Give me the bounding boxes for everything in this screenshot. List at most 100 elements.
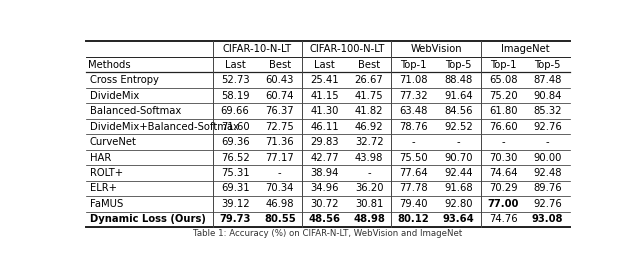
Text: 70.30: 70.30 — [489, 152, 517, 162]
Text: 93.08: 93.08 — [532, 214, 563, 224]
Text: 70.34: 70.34 — [266, 184, 294, 193]
Text: -: - — [412, 137, 415, 147]
Text: 29.83: 29.83 — [310, 137, 339, 147]
Text: 75.31: 75.31 — [221, 168, 250, 178]
Text: 92.44: 92.44 — [444, 168, 473, 178]
Text: 42.77: 42.77 — [310, 152, 339, 162]
Text: 77.78: 77.78 — [399, 184, 428, 193]
Text: Last: Last — [314, 60, 335, 70]
Text: 36.20: 36.20 — [355, 184, 383, 193]
Text: Top-1: Top-1 — [401, 60, 427, 70]
Text: 80.55: 80.55 — [264, 214, 296, 224]
Text: 39.12: 39.12 — [221, 199, 250, 209]
Text: 89.76: 89.76 — [533, 184, 562, 193]
Text: ImageNet: ImageNet — [501, 44, 550, 54]
Text: WebVision: WebVision — [410, 44, 462, 54]
Text: 90.70: 90.70 — [444, 152, 473, 162]
Text: 92.76: 92.76 — [533, 199, 562, 209]
Text: -: - — [546, 137, 550, 147]
Text: 52.73: 52.73 — [221, 75, 250, 85]
Text: 77.64: 77.64 — [399, 168, 428, 178]
Text: 46.11: 46.11 — [310, 122, 339, 132]
Text: 63.48: 63.48 — [399, 106, 428, 116]
Text: Top-5: Top-5 — [534, 60, 561, 70]
Text: Cross Entropy: Cross Entropy — [90, 75, 159, 85]
Text: 32.72: 32.72 — [355, 137, 383, 147]
Text: 92.80: 92.80 — [444, 199, 473, 209]
Text: 41.75: 41.75 — [355, 91, 383, 100]
Text: -: - — [278, 168, 282, 178]
Text: 25.41: 25.41 — [310, 75, 339, 85]
Text: 84.56: 84.56 — [444, 106, 473, 116]
Text: 74.64: 74.64 — [489, 168, 517, 178]
Text: -: - — [456, 137, 460, 147]
Text: CurveNet: CurveNet — [90, 137, 137, 147]
Text: ROLT+: ROLT+ — [90, 168, 123, 178]
Text: 78.76: 78.76 — [399, 122, 428, 132]
Text: 79.73: 79.73 — [220, 214, 251, 224]
Text: 85.32: 85.32 — [534, 106, 562, 116]
Text: 41.30: 41.30 — [310, 106, 339, 116]
Text: 74.76: 74.76 — [489, 214, 517, 224]
Text: Dynamic Loss (Ours): Dynamic Loss (Ours) — [90, 214, 206, 224]
Text: 90.00: 90.00 — [534, 152, 562, 162]
Text: 72.75: 72.75 — [266, 122, 294, 132]
Text: 92.52: 92.52 — [444, 122, 473, 132]
Text: 46.98: 46.98 — [266, 199, 294, 209]
Text: 91.64: 91.64 — [444, 91, 473, 100]
Text: 60.43: 60.43 — [266, 75, 294, 85]
Text: 93.64: 93.64 — [442, 214, 474, 224]
Text: 65.08: 65.08 — [489, 75, 517, 85]
Text: 43.98: 43.98 — [355, 152, 383, 162]
Text: 75.50: 75.50 — [399, 152, 428, 162]
Text: Best: Best — [269, 60, 291, 70]
Text: Top-5: Top-5 — [445, 60, 472, 70]
Text: 71.60: 71.60 — [221, 122, 250, 132]
Text: 61.80: 61.80 — [489, 106, 517, 116]
Text: 75.20: 75.20 — [489, 91, 517, 100]
Text: -: - — [367, 168, 371, 178]
Text: Last: Last — [225, 60, 246, 70]
Text: 69.36: 69.36 — [221, 137, 250, 147]
Text: DivideMix+Balanced-Softmax: DivideMix+Balanced-Softmax — [90, 122, 239, 132]
Text: 70.29: 70.29 — [489, 184, 517, 193]
Text: 58.19: 58.19 — [221, 91, 250, 100]
Text: Table 1: Accuracy (%) on CIFAR-N-LT, WebVision and ImageNet: Table 1: Accuracy (%) on CIFAR-N-LT, Web… — [193, 229, 463, 238]
Text: 26.67: 26.67 — [355, 75, 383, 85]
Text: 87.48: 87.48 — [534, 75, 562, 85]
Text: 76.60: 76.60 — [489, 122, 517, 132]
Text: CIFAR-100-N-LT: CIFAR-100-N-LT — [309, 44, 385, 54]
Text: 77.17: 77.17 — [266, 152, 294, 162]
Text: ELR+: ELR+ — [90, 184, 117, 193]
Text: 77.00: 77.00 — [488, 199, 519, 209]
Text: HAR: HAR — [90, 152, 111, 162]
Text: Top-1: Top-1 — [490, 60, 516, 70]
Text: 79.40: 79.40 — [399, 199, 428, 209]
Text: 48.56: 48.56 — [308, 214, 340, 224]
Text: 76.52: 76.52 — [221, 152, 250, 162]
Text: Best: Best — [358, 60, 380, 70]
Text: 34.96: 34.96 — [310, 184, 339, 193]
Text: 77.32: 77.32 — [399, 91, 428, 100]
Text: Balanced-Softmax: Balanced-Softmax — [90, 106, 181, 116]
Text: 92.48: 92.48 — [534, 168, 562, 178]
Text: 88.48: 88.48 — [444, 75, 472, 85]
Text: 60.74: 60.74 — [266, 91, 294, 100]
Text: FaMUS: FaMUS — [90, 199, 123, 209]
Text: 46.92: 46.92 — [355, 122, 383, 132]
Text: DivideMix: DivideMix — [90, 91, 139, 100]
Text: Methods: Methods — [88, 60, 131, 70]
Text: 30.81: 30.81 — [355, 199, 383, 209]
Text: 48.98: 48.98 — [353, 214, 385, 224]
Text: -: - — [501, 137, 505, 147]
Text: 91.68: 91.68 — [444, 184, 473, 193]
Text: CIFAR-10-N-LT: CIFAR-10-N-LT — [223, 44, 292, 54]
Text: 76.37: 76.37 — [266, 106, 294, 116]
Text: 92.76: 92.76 — [533, 122, 562, 132]
Text: 41.15: 41.15 — [310, 91, 339, 100]
Text: 90.84: 90.84 — [534, 91, 562, 100]
Text: 69.31: 69.31 — [221, 184, 250, 193]
Text: 38.94: 38.94 — [310, 168, 339, 178]
Text: 69.66: 69.66 — [221, 106, 250, 116]
Text: 71.08: 71.08 — [399, 75, 428, 85]
